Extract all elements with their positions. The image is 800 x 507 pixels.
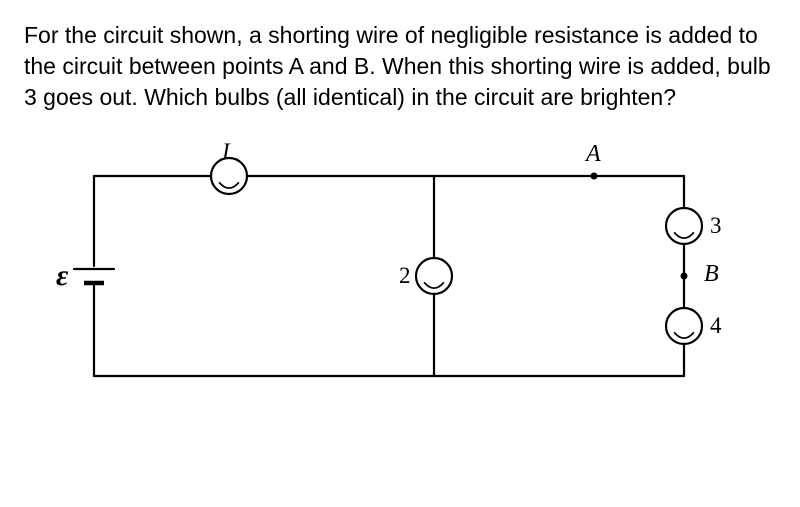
point-b-label: B — [704, 261, 719, 288]
bulb-2-label: 2 — [399, 263, 411, 289]
point-a-label: A — [586, 141, 601, 168]
bulb-4-label: 4 — [710, 313, 722, 339]
question-text: For the circuit shown, a shorting wire o… — [24, 20, 776, 113]
circuit-diagram: ε I 2 3 4 A B — [64, 141, 744, 401]
bulb-1-label: I — [222, 139, 230, 165]
battery-label: ε — [56, 259, 68, 293]
bulb-3-label: 3 — [710, 213, 722, 239]
